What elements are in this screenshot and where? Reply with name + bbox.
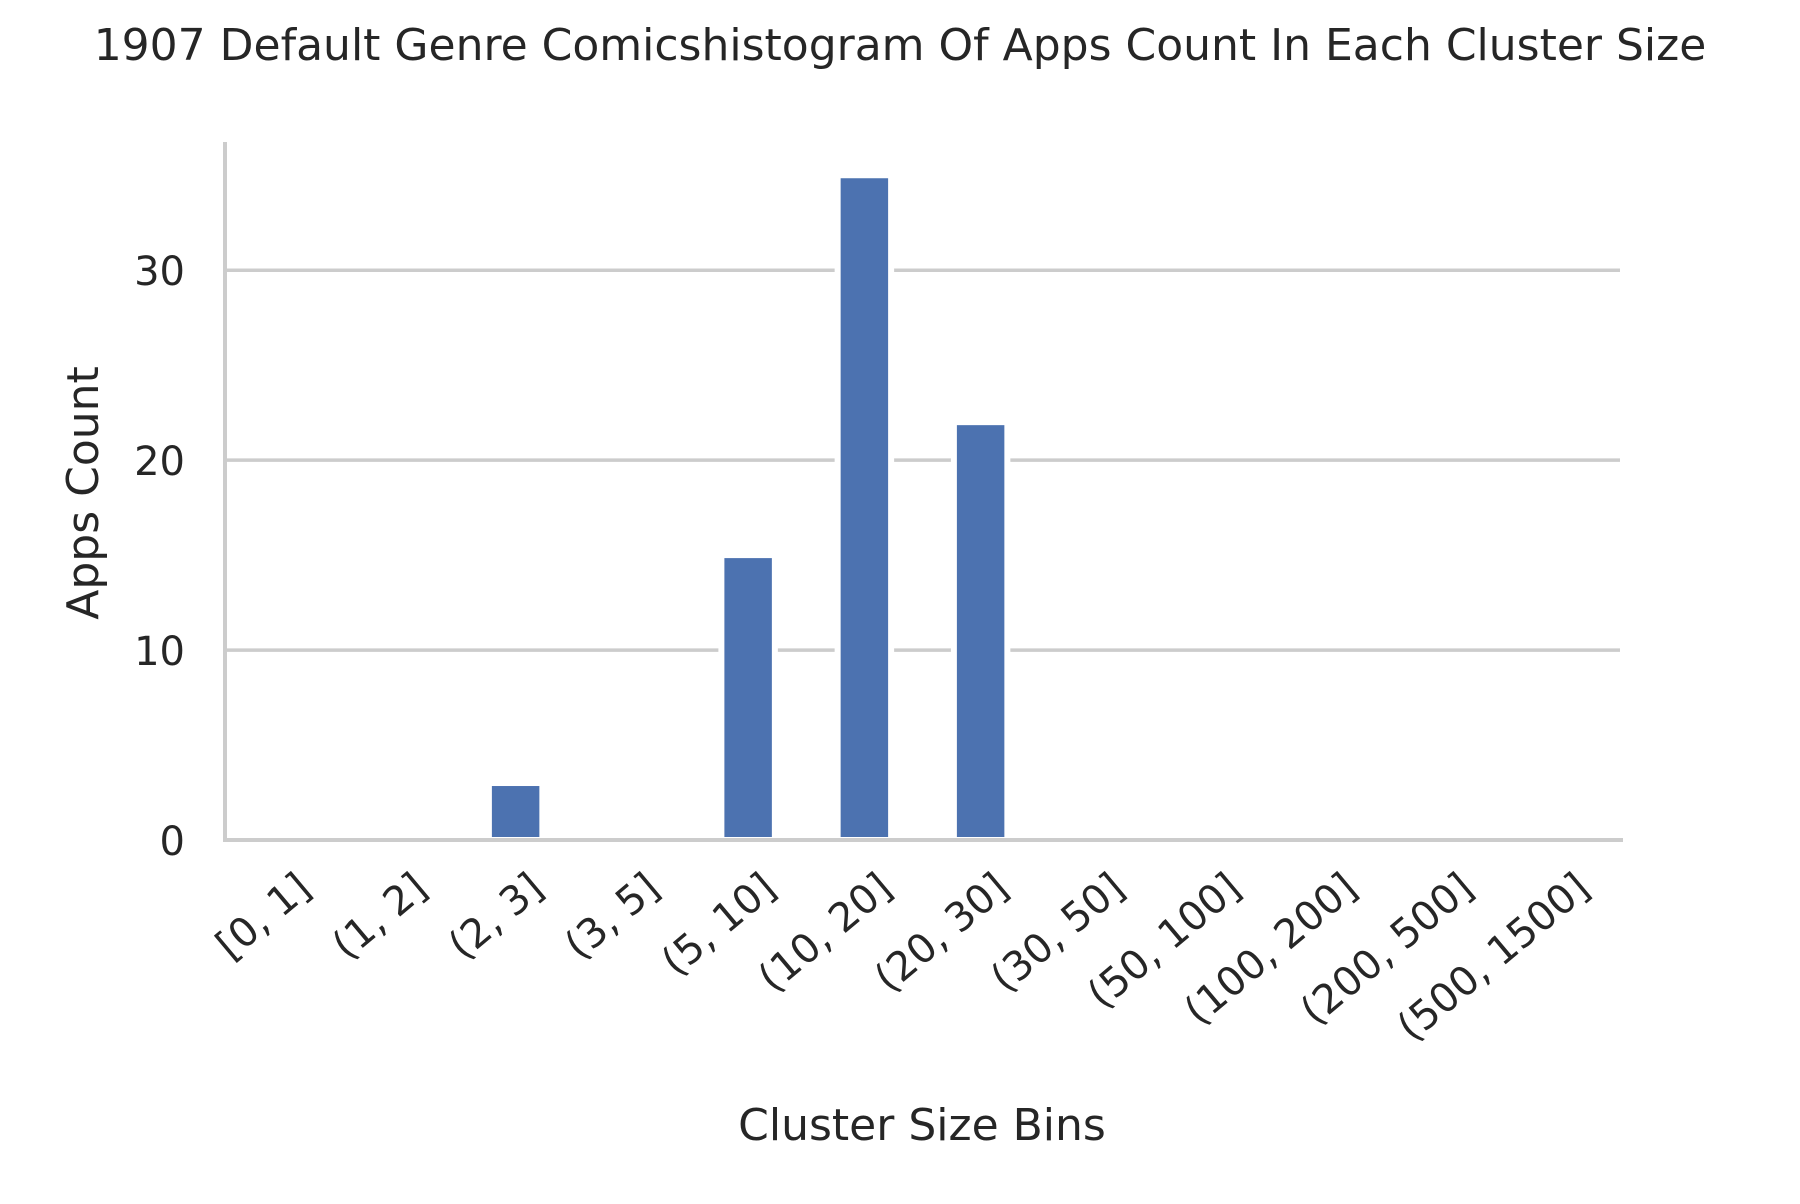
y-tick-label: 30 — [134, 249, 185, 295]
x-tick-label: (1, 2] — [324, 864, 436, 968]
grid-lines — [225, 268, 1620, 652]
bar-2 — [485, 780, 546, 843]
y-tick-label: 10 — [134, 629, 185, 675]
bar-6 — [950, 419, 1011, 843]
x-tick-label: (2, 3] — [440, 864, 552, 968]
axes — [223, 142, 1623, 842]
y-tick-labels: 0 10 20 30 — [134, 249, 185, 865]
y-tick-label: 20 — [134, 439, 185, 485]
y-tick-label: 0 — [160, 819, 185, 865]
x-tick-labels: [0, 1] (1, 2] (2, 3] (3, 5](5, 10](10, 20](… — [208, 864, 1599, 1050]
x-axis-label: Cluster Size Bins — [738, 1100, 1106, 1151]
x-tick-label: (3, 5] — [556, 864, 668, 968]
bar-5 — [834, 172, 895, 843]
bar-4 — [718, 552, 778, 843]
chart-title: 1907 Default Genre Comicshistogram Of Ap… — [94, 20, 1707, 71]
x-tick-label: [0, 1] — [208, 864, 320, 968]
y-axis-label: Apps Count — [58, 366, 109, 620]
bars — [485, 172, 1011, 843]
